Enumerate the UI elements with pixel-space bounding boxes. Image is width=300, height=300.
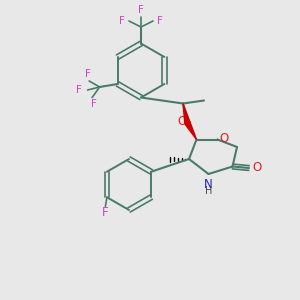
Text: O: O [253,161,262,174]
Text: F: F [157,16,163,26]
Text: F: F [91,99,97,109]
Text: F: F [76,85,82,95]
Text: F: F [119,16,125,26]
Text: F: F [102,206,109,219]
Text: N: N [204,178,213,191]
Text: F: F [138,5,144,15]
Text: O: O [220,131,229,145]
Text: O: O [178,115,187,128]
Polygon shape [185,122,196,140]
Polygon shape [183,103,190,124]
Text: F: F [85,69,91,80]
Text: H: H [205,185,212,196]
